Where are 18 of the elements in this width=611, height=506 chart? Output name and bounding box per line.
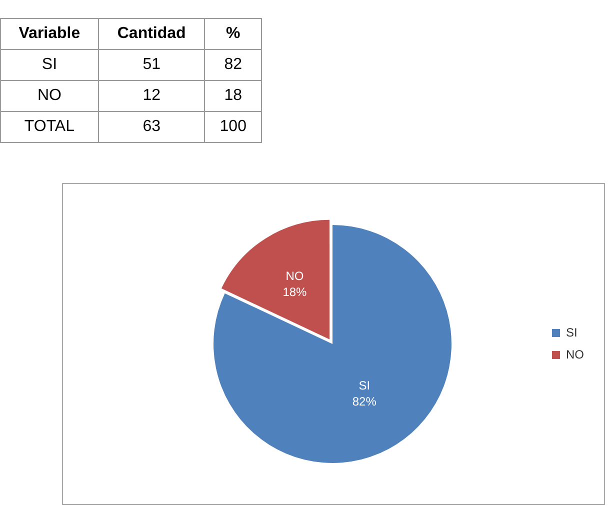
category-label: NO — [0, 80, 98, 112]
legend-label: Cantidad — [98, 18, 205, 50]
text: Variable — [0, 18, 98, 50]
data-label: 82% — [352, 394, 377, 409]
text: % — [204, 18, 262, 50]
slice-label: NO — [286, 268, 304, 283]
slice-label: SI — [358, 378, 370, 393]
legend-label: NO — [566, 347, 584, 362]
data-label: 18 — [204, 80, 262, 112]
category-label: SI — [0, 50, 98, 80]
data-label: 51 — [98, 50, 205, 80]
data-label: 18% — [282, 284, 308, 299]
category-label: TOTAL — [0, 112, 98, 142]
data-label: 100 — [204, 112, 262, 142]
data-label: 63 — [98, 112, 205, 142]
data-label: 82 — [204, 50, 262, 80]
data-label: 12 — [98, 80, 205, 112]
legend-label: SI — [566, 325, 578, 340]
